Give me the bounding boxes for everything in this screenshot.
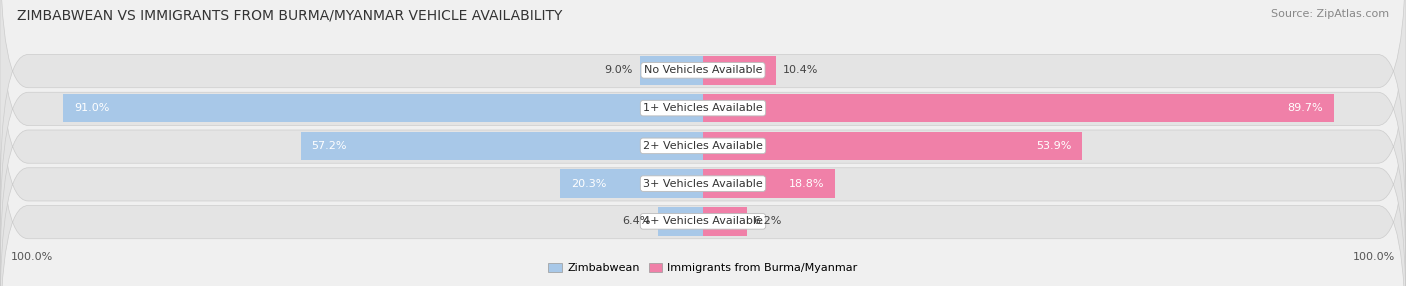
Bar — [703, 207, 747, 236]
Bar — [703, 169, 835, 198]
FancyBboxPatch shape — [0, 12, 1406, 281]
Text: 20.3%: 20.3% — [571, 179, 606, 188]
Text: 53.9%: 53.9% — [1036, 141, 1071, 151]
Text: 3+ Vehicles Available: 3+ Vehicles Available — [643, 179, 763, 188]
Bar — [301, 132, 703, 160]
FancyBboxPatch shape — [0, 88, 1406, 286]
Bar — [560, 169, 703, 198]
Bar — [703, 94, 1333, 122]
Bar — [63, 94, 703, 122]
Text: No Vehicles Available: No Vehicles Available — [644, 65, 762, 75]
Bar — [640, 56, 703, 85]
FancyBboxPatch shape — [0, 0, 1406, 206]
Text: 57.2%: 57.2% — [312, 141, 347, 151]
Text: 91.0%: 91.0% — [73, 103, 110, 113]
Text: 2+ Vehicles Available: 2+ Vehicles Available — [643, 141, 763, 151]
FancyBboxPatch shape — [0, 0, 1406, 243]
FancyBboxPatch shape — [0, 50, 1406, 286]
Text: ZIMBABWEAN VS IMMIGRANTS FROM BURMA/MYANMAR VEHICLE AVAILABILITY: ZIMBABWEAN VS IMMIGRANTS FROM BURMA/MYAN… — [17, 9, 562, 23]
Text: 10.4%: 10.4% — [783, 65, 818, 75]
Legend: Zimbabwean, Immigrants from Burma/Myanmar: Zimbabwean, Immigrants from Burma/Myanma… — [544, 258, 862, 278]
Text: 100.0%: 100.0% — [1353, 253, 1395, 262]
Bar — [703, 132, 1083, 160]
Text: 18.8%: 18.8% — [789, 179, 824, 188]
Text: 4+ Vehicles Available: 4+ Vehicles Available — [643, 217, 763, 226]
Text: 9.0%: 9.0% — [605, 65, 633, 75]
Bar — [658, 207, 703, 236]
Bar — [703, 56, 776, 85]
Text: 89.7%: 89.7% — [1288, 103, 1323, 113]
Text: 6.2%: 6.2% — [754, 217, 782, 226]
Text: 100.0%: 100.0% — [11, 253, 53, 262]
Text: Source: ZipAtlas.com: Source: ZipAtlas.com — [1271, 9, 1389, 19]
Text: 1+ Vehicles Available: 1+ Vehicles Available — [643, 103, 763, 113]
Text: 6.4%: 6.4% — [623, 217, 651, 226]
